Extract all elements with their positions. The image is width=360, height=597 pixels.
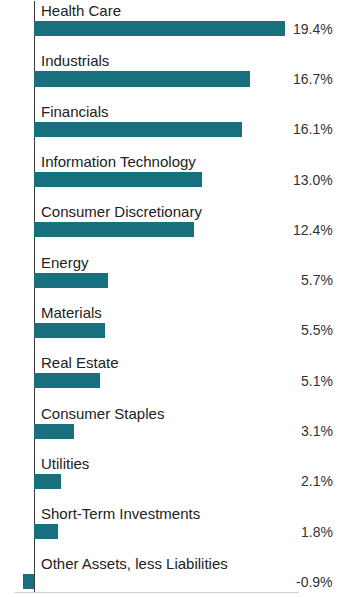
svg-text:Materials: Materials <box>41 304 102 321</box>
svg-text:Consumer Staples: Consumer Staples <box>41 405 164 422</box>
svg-text:3.1%: 3.1% <box>301 423 333 439</box>
svg-text:Utilities: Utilities <box>41 455 89 472</box>
svg-text:Information Technology: Information Technology <box>41 153 196 170</box>
svg-text:12.4%: 12.4% <box>293 222 333 238</box>
svg-text:Consumer Discretionary: Consumer Discretionary <box>41 203 202 220</box>
svg-text:16.7%: 16.7% <box>293 71 333 87</box>
svg-text:19.4%: 19.4% <box>293 21 333 37</box>
svg-text:-0.9%: -0.9% <box>296 574 333 590</box>
svg-text:16.1%: 16.1% <box>293 121 333 137</box>
svg-text:Energy: Energy <box>41 254 89 271</box>
svg-text:Industrials: Industrials <box>41 52 109 69</box>
svg-text:2.1%: 2.1% <box>301 473 333 489</box>
svg-text:5.1%: 5.1% <box>301 373 333 389</box>
svg-text:5.5%: 5.5% <box>301 322 333 338</box>
svg-text:Health Care: Health Care <box>41 2 121 19</box>
svg-text:Other Assets, less Liabilities: Other Assets, less Liabilities <box>41 555 228 572</box>
svg-text:Real Estate: Real Estate <box>41 354 119 371</box>
svg-text:Short-Term Investments: Short-Term Investments <box>41 505 200 522</box>
svg-text:1.8%: 1.8% <box>301 524 333 540</box>
svg-text:Financials: Financials <box>41 103 109 120</box>
svg-text:13.0%: 13.0% <box>293 172 333 188</box>
svg-text:5.7%: 5.7% <box>301 272 333 288</box>
